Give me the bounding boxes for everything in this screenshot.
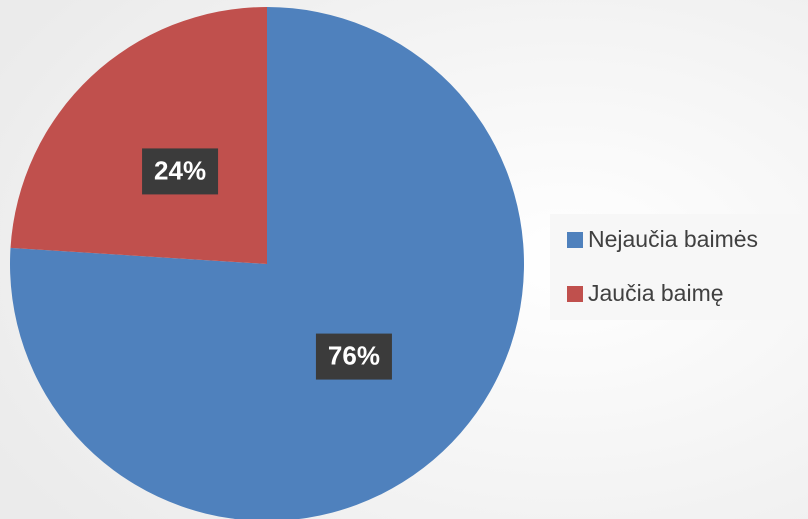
legend-label: Nejaučia baimės xyxy=(588,226,758,252)
pie-slice xyxy=(10,7,267,264)
data-label-box xyxy=(142,148,219,195)
data-label: 24% xyxy=(154,155,206,185)
legend-box xyxy=(550,214,808,320)
legend-label: Jaučia baimę xyxy=(588,280,724,306)
data-label: 76% xyxy=(328,340,380,370)
legend-swatch xyxy=(567,232,583,248)
legend-swatch xyxy=(567,286,583,302)
pie-slice xyxy=(10,7,524,519)
data-label-box xyxy=(315,333,392,380)
